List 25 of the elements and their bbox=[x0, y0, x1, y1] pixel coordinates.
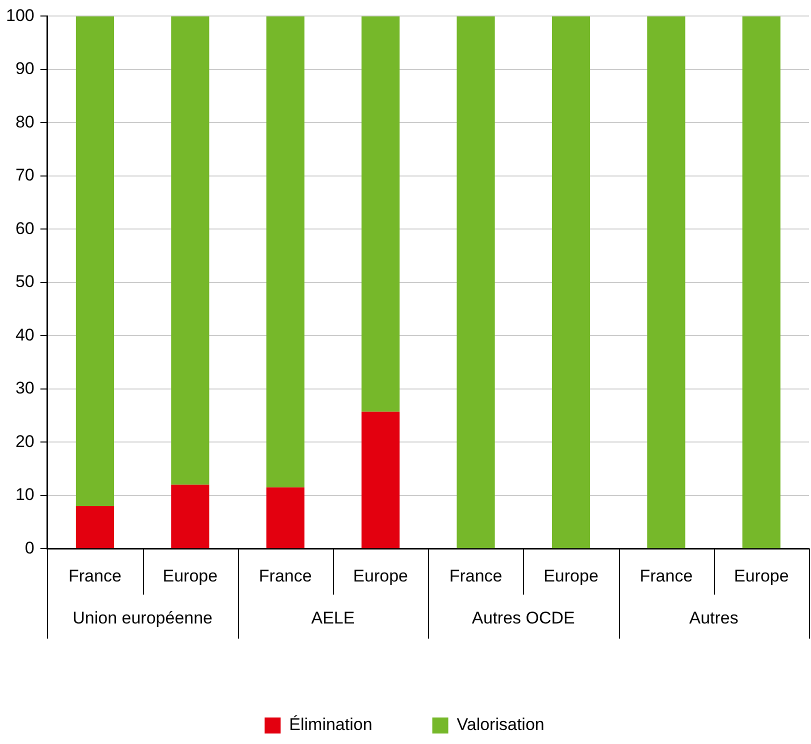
y-tick-label: 80 bbox=[15, 112, 34, 132]
x-tick-label: France bbox=[68, 566, 122, 586]
legend-label: Élimination bbox=[289, 715, 372, 734]
x-tick-label: France bbox=[258, 566, 312, 586]
text: AELE bbox=[311, 608, 355, 628]
x-tick-label: Europe bbox=[734, 566, 789, 586]
y-tick-label: 40 bbox=[15, 325, 34, 344]
y-tick-label: 60 bbox=[15, 218, 34, 238]
y-tick-label: 50 bbox=[15, 272, 34, 292]
text: Autres bbox=[689, 608, 738, 628]
y-tick-label: 0 bbox=[24, 538, 34, 558]
y-tick-label: 70 bbox=[15, 166, 34, 185]
x-tick-label: Europe bbox=[544, 566, 598, 586]
x-tick-label: Europe bbox=[353, 566, 408, 586]
text: Autres OCDE bbox=[472, 608, 575, 628]
y-tick-label: 10 bbox=[15, 485, 34, 504]
x-tick-label: France bbox=[449, 566, 502, 586]
text: Union européenne bbox=[72, 608, 213, 628]
x-tick-label: Europe bbox=[162, 566, 218, 586]
y-tick-label: 100 bbox=[6, 6, 34, 25]
y-tick-label: 90 bbox=[15, 59, 34, 78]
y-tick-label: 20 bbox=[15, 432, 34, 451]
y-tick-label: 30 bbox=[15, 378, 34, 398]
legend-label: Valorisation bbox=[456, 715, 544, 734]
x-tick-label: France bbox=[640, 566, 693, 586]
